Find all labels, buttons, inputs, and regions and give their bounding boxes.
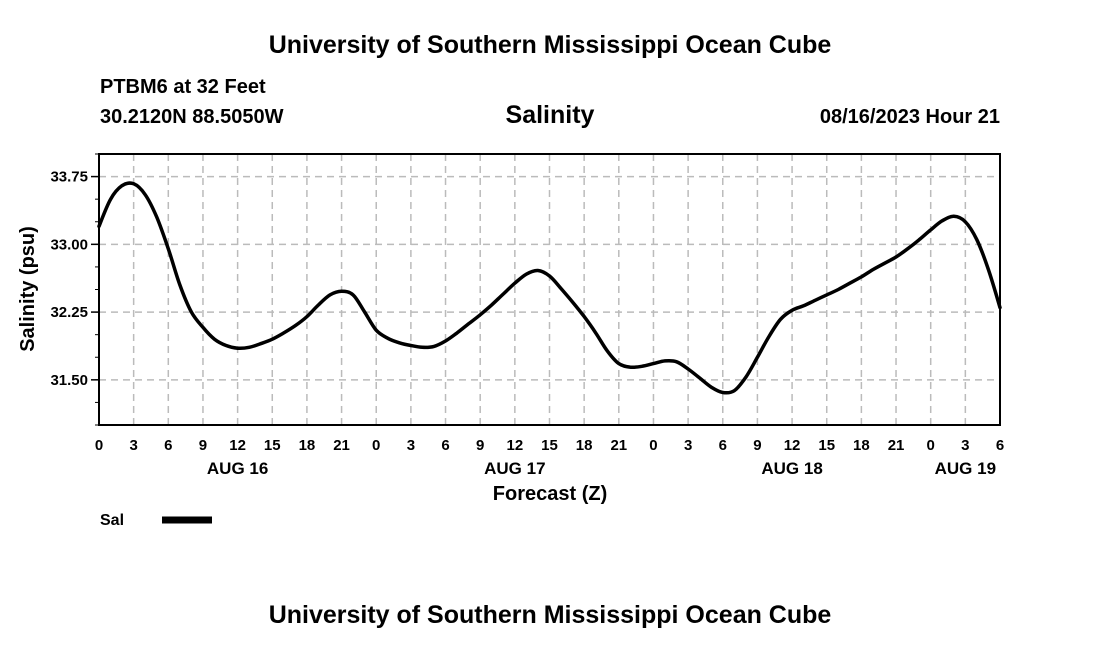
legend-label: Sal [100,512,124,529]
x-tick-label: 12 [507,437,524,454]
x-tick-label: 21 [610,437,627,454]
x-date-label: AUG 19 [935,459,996,478]
x-tick-label: 6 [164,437,172,454]
y-tick-label: 32.25 [50,304,88,321]
y-tick-label: 31.50 [50,372,88,389]
x-tick-label: 0 [927,437,935,454]
datetime-label: 08/16/2023 Hour 21 [819,106,1000,128]
x-date-label: AUG 17 [484,459,545,478]
station-label: PTBM6 at 32 Feet [100,76,266,98]
x-tick-label: 21 [888,437,905,454]
coordinates-label: 30.2120N 88.5050W [100,106,284,128]
x-tick-label: 18 [576,437,593,454]
series-line-sal [97,181,1002,395]
x-tick-label: 15 [264,437,281,454]
x-date-label: AUG 16 [207,459,268,478]
y-axis-label: Salinity (psu) [17,226,39,352]
x-tick-label: 3 [407,437,415,454]
x-tick-label: 12 [229,437,246,454]
x-tick-label: 9 [476,437,484,454]
x-tick-label: 0 [372,437,380,454]
plot-frame [98,153,1001,426]
x-tick-label: 9 [199,437,207,454]
footer-title: University of Southern Mississippi Ocean… [268,601,832,629]
page-title: University of Southern Mississippi Ocean… [268,31,832,59]
x-date-label: AUG 18 [761,459,822,478]
x-tick-label: 0 [95,437,103,454]
x-tick-label: 15 [541,437,558,454]
grid-layer [99,154,1000,425]
x-tick-label: 12 [784,437,801,454]
tick-layer: 0 3 6 9 12 15 18 21 0 3 6 9 12 15 18 21 0 3 6 9 12 15 18 21 0 3 6 3… [50,153,1004,478]
y-tick-label: 33.00 [50,236,88,253]
x-tick-label: 9 [753,437,761,454]
chart-title: Salinity [505,101,595,129]
x-tick-label: 18 [299,437,316,454]
x-tick-label: 3 [961,437,969,454]
x-tick-label: 3 [684,437,692,454]
x-tick-label: 18 [853,437,870,454]
x-axis-label: Forecast (Z) [493,483,607,505]
x-tick-label: 6 [441,437,449,454]
x-tick-label: 21 [333,437,350,454]
x-tick-label: 6 [996,437,1004,454]
x-tick-label: 3 [129,437,137,454]
x-tick-label: 6 [719,437,727,454]
y-tick-label: 33.75 [50,169,88,186]
x-tick-label: 15 [818,437,835,454]
x-tick-label: 0 [649,437,657,454]
